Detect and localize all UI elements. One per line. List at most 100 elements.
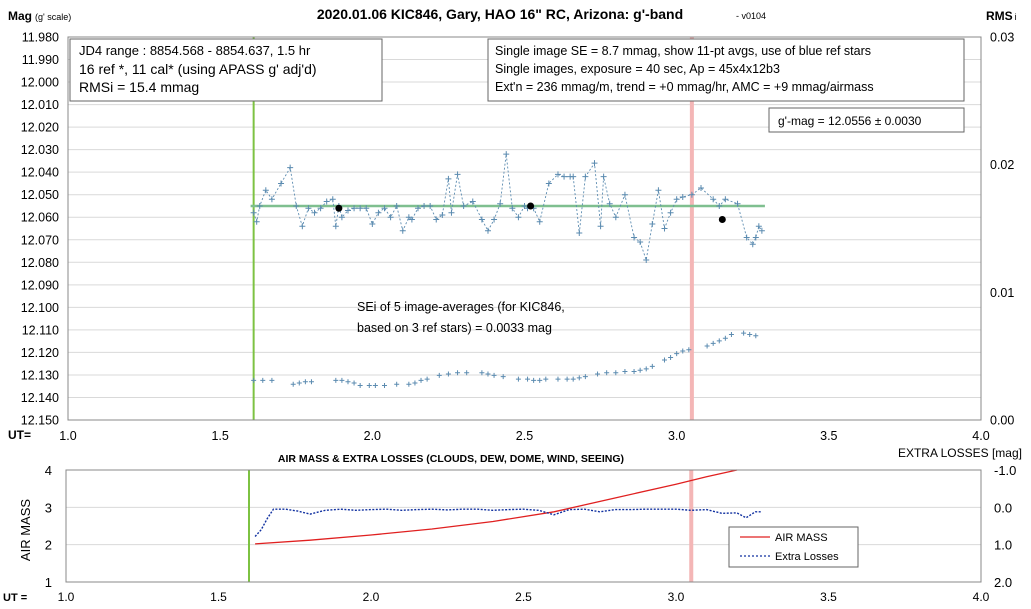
y-tick-label: 11.990 (22, 53, 59, 67)
rms-point (296, 380, 302, 386)
rms-point (500, 374, 506, 380)
y-tick-label: 12.140 (21, 391, 59, 405)
rms-point (537, 377, 543, 383)
mag-series-line (253, 154, 763, 261)
rms-point (333, 377, 339, 383)
rms-point (543, 376, 549, 382)
airmass-x-tick-label: 2.0 (363, 590, 380, 604)
y-axis-title-sub: (g' scale) (35, 12, 71, 22)
rms-point (485, 371, 491, 377)
mag-point (293, 202, 300, 209)
rms-point (631, 368, 637, 374)
mag-point (743, 234, 750, 241)
main-gridlines (68, 59, 981, 398)
rms-point (357, 383, 363, 389)
y-tick-label: 12.090 (21, 278, 59, 292)
airmass-line (255, 469, 738, 545)
rms-point (582, 374, 588, 380)
mag-point (749, 241, 756, 248)
mag-point (405, 214, 412, 221)
rms-point (668, 354, 674, 360)
mag-point (515, 214, 522, 221)
mag-point (357, 205, 364, 212)
mag-point (287, 164, 294, 171)
rms-point (464, 370, 470, 376)
rms-point (491, 372, 497, 378)
rms-point (260, 377, 266, 383)
airmass-tick-labels: 4 3 2 1 -1.0 0.0 1.0 2.0 1.0 1.5 2.0 2.5 3.0 3.5 4.0 (45, 463, 1017, 604)
mag-point (576, 230, 583, 237)
bottom-x-axis-title: UT = (3, 592, 27, 604)
legend-airmass-label: AIR MASS (775, 532, 828, 544)
airmass-y-tick-label: 4 (45, 463, 52, 478)
mag-point (299, 223, 306, 230)
mag-point (448, 209, 455, 216)
rms-point (382, 383, 388, 389)
mag-point (673, 196, 680, 203)
y-tick-label: 12.120 (21, 346, 59, 360)
y-tick-label: 12.020 (21, 121, 59, 135)
rms-point (716, 338, 722, 344)
main-plot-frame (67, 36, 982, 421)
airmass-plot-frame (65, 469, 982, 583)
mag-point (561, 173, 568, 180)
mag-point (597, 223, 604, 230)
rms-point (680, 348, 686, 354)
mag-point (621, 191, 628, 198)
mag-point (582, 173, 589, 180)
mag-point (414, 205, 421, 212)
mag-point (454, 171, 461, 178)
mag-point (491, 216, 498, 223)
info-right-line-3: Ext'n = 236 mmag/m, trend = +0 mmag/hr, … (495, 80, 874, 94)
info-left-line-2: 16 ref *, 11 cal* (using APASS g' adj'd) (79, 61, 317, 77)
sei-note-line-1: SEi of 5 image-averages (for KIC846, (357, 300, 565, 314)
mag-point (427, 202, 434, 209)
y-tick-label: 12.070 (21, 233, 59, 247)
mag-point (554, 171, 561, 178)
airmass-y-tick-label: 2 (45, 538, 52, 553)
average-point (335, 204, 343, 212)
mag-point (445, 175, 452, 182)
rms-point (351, 380, 357, 386)
mag-point (323, 198, 330, 205)
x-tick-label: 2.0 (364, 429, 381, 443)
y-tick-label: 12.000 (21, 76, 59, 90)
info-left-line-1: JD4 range : 8854.568 - 8854.637, 1.5 hr (79, 43, 311, 58)
mag-point (679, 193, 686, 200)
mag-point (421, 202, 428, 209)
mag-point (667, 209, 674, 216)
average-point (718, 215, 726, 223)
mag-point (393, 202, 400, 209)
legend-extra-losses-label: Extra Losses (775, 551, 839, 563)
x-tick-label: 1.5 (211, 429, 228, 443)
y2-tick-label: 0.01 (990, 286, 1014, 300)
mag-point (278, 180, 285, 187)
airmass-x-tick-label: 3.5 (820, 590, 837, 604)
airmass-reference-lines (248, 470, 694, 582)
y-tick-label: 12.080 (21, 256, 59, 270)
x-tick-label: 3.5 (820, 429, 837, 443)
rms-point (251, 377, 257, 383)
y-tick-label: 12.100 (21, 301, 59, 315)
mag-point (606, 200, 613, 207)
mag-point (758, 227, 765, 234)
mag-point (262, 187, 269, 194)
sei-note-line-2: based on 3 ref stars) = 0.0033 mag (357, 321, 552, 335)
mag-point (722, 196, 729, 203)
x-tick-label: 4.0 (972, 429, 989, 443)
rms-point (436, 372, 442, 378)
rms-point (704, 343, 710, 349)
mag-point (755, 223, 762, 230)
x-axis-title: UT= (8, 428, 31, 442)
main-chart-title: 2020.01.06 KIC846, Gary, HAO 16" RC, Ari… (317, 6, 683, 22)
rms-point (622, 368, 628, 374)
mag-point (363, 205, 370, 212)
airmass-chart: AIR MASS & EXTRA LOSSES (CLOUDS, DEW, DO… (3, 446, 1022, 604)
y-tick-label: 12.130 (21, 368, 59, 382)
rms-point (445, 371, 451, 377)
mag-point (637, 239, 644, 246)
airmass-x-tick-label: 1.5 (210, 590, 227, 604)
y-tick-label: 12.060 (21, 211, 59, 225)
rms-point (406, 381, 412, 387)
y-tick-label: 12.010 (21, 98, 59, 112)
